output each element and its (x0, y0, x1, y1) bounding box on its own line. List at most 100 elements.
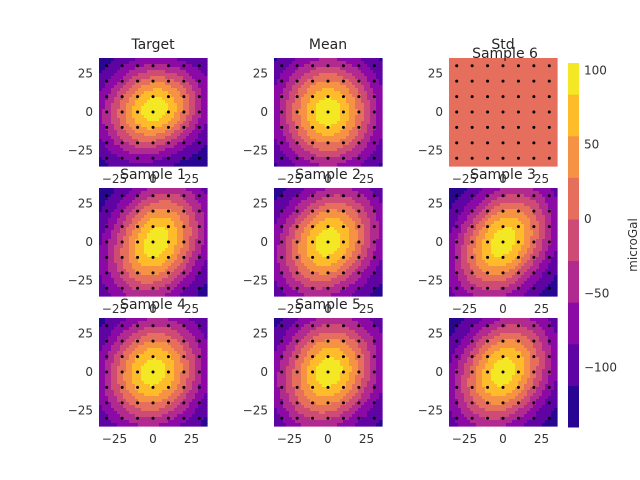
heatmap-cell (102, 148, 106, 152)
heatmap-cell (192, 112, 196, 116)
station-point (357, 64, 361, 68)
heatmap-cell (286, 118, 290, 122)
heatmap-cell (171, 163, 175, 167)
heatmap-cell (304, 133, 308, 137)
heatmap-cell (174, 67, 178, 71)
heatmap-cell (135, 121, 139, 125)
heatmap-cell (319, 82, 323, 86)
heatmap-cell (304, 118, 308, 122)
heatmap-cell (316, 124, 320, 128)
heatmap-cell (292, 106, 296, 110)
heatmap-cell (105, 151, 109, 155)
heatmap-cell (361, 136, 365, 140)
heatmap-cell (141, 61, 145, 65)
heatmap-cell (123, 88, 127, 92)
heatmap-cell (292, 148, 296, 152)
heatmap-cell (99, 70, 103, 74)
heatmap-cell (126, 148, 130, 152)
heatmap-cell (132, 88, 136, 92)
heatmap-cell (171, 112, 175, 116)
heatmap-cell (325, 85, 329, 89)
heatmap-cell (361, 154, 365, 158)
heatmap-cell (126, 88, 130, 92)
heatmap-cell (120, 118, 124, 122)
heatmap-cell (340, 91, 344, 95)
heatmap-cell (201, 139, 205, 143)
heatmap-cell (295, 148, 299, 152)
heatmap-cell (352, 91, 356, 95)
heatmap-cell (340, 85, 344, 89)
heatmap-cell (286, 157, 290, 161)
heatmap-cell (135, 97, 139, 101)
heatmap-cell (274, 58, 278, 62)
heatmap-cell (174, 133, 178, 137)
heatmap-cell (129, 136, 133, 140)
heatmap-cell (358, 85, 362, 89)
heatmap-cell (295, 100, 299, 104)
heatmap-cell (135, 58, 139, 62)
heatmap-cell (159, 76, 163, 80)
heatmap-cell (141, 118, 145, 122)
station-point (486, 110, 490, 114)
heatmap-cell (141, 67, 145, 71)
heatmap-cell (322, 154, 326, 158)
heatmap-cell (319, 118, 323, 122)
heatmap-cell (322, 118, 326, 122)
heatmap-cell (120, 82, 124, 86)
heatmap-cell (120, 85, 124, 89)
heatmap-cell (364, 73, 368, 77)
heatmap-cell (117, 133, 121, 137)
heatmap-cell (325, 133, 329, 137)
station-point (470, 156, 474, 160)
heatmap-cell (277, 133, 281, 137)
heatmap-cell (117, 127, 121, 131)
heatmap-cell (343, 88, 347, 92)
heatmap-cell (346, 142, 350, 146)
heatmap-cell (283, 97, 287, 101)
heatmap-cell (189, 58, 193, 62)
heatmap-cell (310, 100, 314, 104)
heatmap-cell (144, 124, 148, 128)
heatmap-cell (313, 142, 317, 146)
heatmap-cell (304, 151, 308, 155)
heatmap-cell (186, 139, 190, 143)
heatmap-cell (274, 85, 278, 89)
heatmap-cell (108, 64, 112, 68)
heatmap-cell (334, 58, 338, 62)
station-point (547, 125, 551, 129)
station-point (311, 141, 315, 145)
heatmap-cell (286, 58, 290, 62)
heatmap-cell (358, 112, 362, 116)
heatmap-cell (180, 148, 184, 152)
heatmap-cell (328, 124, 332, 128)
heatmap-cell (301, 85, 305, 89)
heatmap-cell (358, 133, 362, 137)
heatmap-cell (304, 127, 308, 131)
heatmap-cell (111, 79, 115, 83)
heatmap-cell (343, 85, 347, 89)
heatmap-cell (114, 154, 118, 158)
heatmap-cell (147, 115, 151, 119)
heatmap-cell (114, 163, 118, 167)
heatmap-cell (117, 109, 121, 113)
heatmap-cell (123, 61, 127, 65)
heatmap-cell (183, 100, 187, 104)
heatmap-cell (295, 88, 299, 92)
heatmap-cell (162, 67, 166, 71)
heatmap-cell (316, 127, 320, 131)
heatmap-cell (322, 70, 326, 74)
heatmap-cell (280, 106, 284, 110)
heatmap-cell (310, 127, 314, 131)
heatmap-cell (349, 115, 353, 119)
heatmap-cell (192, 88, 196, 92)
heatmap-cell (286, 139, 290, 143)
heatmap-cell (355, 115, 359, 119)
heatmap-cell (147, 154, 151, 158)
heatmap-cell (144, 109, 148, 113)
heatmap-cell (195, 94, 199, 98)
heatmap-cell (343, 73, 347, 77)
heatmap-cell (283, 136, 287, 140)
heatmap-cell (156, 91, 160, 95)
heatmap-cell (132, 163, 136, 167)
heatmap-cell (292, 70, 296, 74)
